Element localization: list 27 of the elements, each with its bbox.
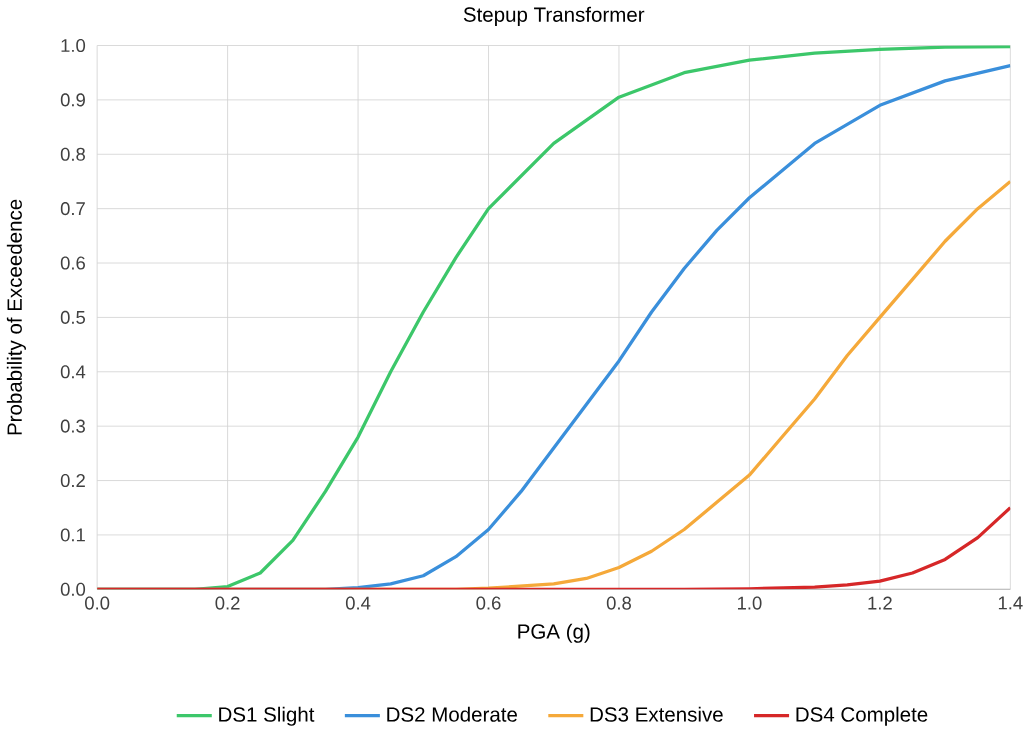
x-tick-label: 1.4 bbox=[998, 596, 1023, 610]
x-tick-label: 0.2 bbox=[215, 596, 240, 610]
y-tick-label: 0.1 bbox=[60, 528, 85, 542]
legend-label: DS3 Extensive bbox=[590, 706, 723, 722]
x-tick-label: 0.6 bbox=[476, 596, 501, 610]
chart-title: Stepup Transformer bbox=[463, 6, 645, 27]
legend-label: DS1 Slight bbox=[219, 706, 315, 726]
x-tick-label: 0.8 bbox=[606, 596, 631, 610]
y-tick-label: 0.0 bbox=[60, 582, 86, 596]
y-tick-label: 0.7 bbox=[60, 202, 85, 216]
x-tick-label: 0.0 bbox=[85, 596, 110, 610]
x-tick-label: 1.0 bbox=[738, 596, 762, 610]
y-tick-label: 0.8 bbox=[60, 147, 85, 161]
y-tick-label: 0.6 bbox=[60, 256, 85, 270]
x-tick-label: 1.2 bbox=[868, 596, 892, 610]
y-tick-label: 0.9 bbox=[60, 93, 85, 107]
x-axis-title: PGA (g) bbox=[518, 623, 590, 643]
x-tick-label: 0.4 bbox=[345, 596, 371, 610]
line-series bbox=[97, 506, 1011, 590]
y-axis-title: Probability of Exceedence bbox=[6, 199, 26, 435]
y-tick-label: 0.2 bbox=[60, 474, 85, 488]
legend-label: DS2 Moderate bbox=[387, 706, 517, 722]
y-tick-label: 0.3 bbox=[60, 419, 85, 433]
y-tick-label: 0.4 bbox=[60, 365, 86, 379]
y-tick-label: 0.5 bbox=[60, 310, 86, 325]
legend-label: DS4 Complete bbox=[796, 706, 928, 726]
y-tick-label: 1.0 bbox=[61, 39, 86, 53]
